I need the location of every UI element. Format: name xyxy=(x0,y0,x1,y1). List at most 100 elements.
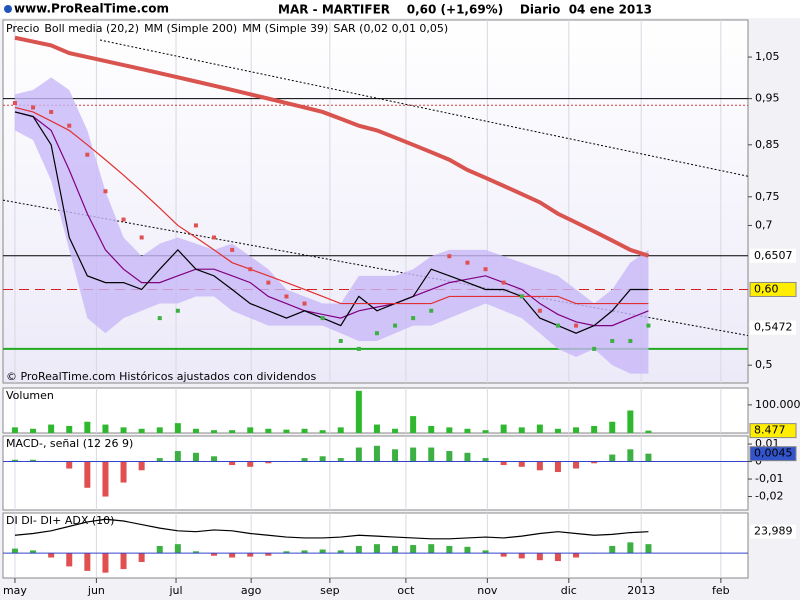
bar xyxy=(84,553,91,571)
bar xyxy=(591,425,598,433)
x-tick-label: may xyxy=(3,584,27,597)
logo-icon xyxy=(4,5,12,13)
bar xyxy=(156,427,163,433)
bar xyxy=(156,458,163,462)
bar xyxy=(446,427,453,433)
bar xyxy=(102,553,109,573)
bar xyxy=(192,452,199,462)
sar-dot xyxy=(429,308,434,313)
value-marker xyxy=(749,423,797,439)
bar xyxy=(573,427,580,433)
sar-dot xyxy=(610,338,615,343)
bar xyxy=(464,546,471,554)
bar xyxy=(410,416,417,433)
bar xyxy=(247,461,254,467)
footnote: © ProRealTime.com Históricos ajustados c… xyxy=(6,370,317,383)
x-tick-label: nov xyxy=(477,584,498,597)
sar-dot xyxy=(121,217,126,222)
sar-dot xyxy=(157,316,162,321)
bar xyxy=(66,461,73,469)
bar xyxy=(554,428,561,433)
bar xyxy=(265,553,272,556)
value-marker-label: 0,5472 xyxy=(754,321,793,334)
bar xyxy=(265,461,272,464)
bar xyxy=(11,459,18,462)
bar xyxy=(301,550,308,554)
bar xyxy=(373,424,380,433)
sar-dot xyxy=(338,338,343,343)
sar-dot xyxy=(465,260,470,265)
value-marker xyxy=(749,281,797,297)
bar xyxy=(229,553,236,558)
bar xyxy=(120,427,127,433)
bar xyxy=(482,430,489,433)
bar xyxy=(174,544,181,554)
bar xyxy=(11,548,18,554)
sar-dot xyxy=(175,308,180,313)
bar xyxy=(645,544,652,554)
bar xyxy=(573,553,580,558)
bar xyxy=(609,454,616,462)
sar-dot xyxy=(31,105,36,110)
bar xyxy=(518,461,525,467)
chart-title: MAR - MARTIFER 0,60 (+1,69%) Diario 04 e… xyxy=(278,3,652,17)
bar xyxy=(392,449,399,462)
sar-dot xyxy=(302,301,307,306)
bar xyxy=(66,425,73,433)
panel-label: DI DI- DI+ ADX (10) xyxy=(6,514,114,527)
sar-dot xyxy=(49,109,54,114)
bar xyxy=(211,430,218,433)
y-tick-label: 0,5 xyxy=(755,358,773,371)
bar xyxy=(373,445,380,462)
sar-dot xyxy=(356,346,361,351)
x-tick-label: 2013 xyxy=(627,584,655,597)
bar xyxy=(573,461,580,469)
series-line xyxy=(14,518,649,540)
sar-dot xyxy=(646,323,651,328)
logo: www.ProRealTime.com xyxy=(14,2,169,16)
sar-dot xyxy=(574,323,579,328)
x-tick-label: ago xyxy=(241,584,262,597)
sar-dot xyxy=(230,247,235,252)
bar xyxy=(627,410,634,433)
sar-dot xyxy=(628,338,633,343)
bar xyxy=(11,427,18,433)
bar xyxy=(355,447,362,462)
bar xyxy=(84,461,91,488)
bar xyxy=(30,550,37,554)
bar xyxy=(229,430,236,433)
bar xyxy=(211,456,218,462)
header-bar xyxy=(0,0,800,18)
sar-dot xyxy=(12,101,17,106)
value-marker-label: 0,0045 xyxy=(754,447,793,460)
bar xyxy=(355,390,362,433)
bar xyxy=(174,451,181,462)
bar xyxy=(192,551,199,554)
bar xyxy=(337,427,344,433)
bar xyxy=(48,424,55,433)
bar xyxy=(283,551,290,554)
y-tick-label: 0,75 xyxy=(755,190,780,203)
sar-dot xyxy=(248,267,253,272)
legend-entry: MM (Simple 200) xyxy=(144,22,237,35)
value-marker xyxy=(750,524,796,539)
bar xyxy=(428,544,435,554)
sar-dot xyxy=(555,323,560,328)
legend-entry: Precio xyxy=(6,22,40,35)
sar-dot xyxy=(320,316,325,321)
bar xyxy=(428,425,435,433)
bar xyxy=(355,545,362,554)
bar xyxy=(554,461,561,473)
sar-dot xyxy=(374,331,379,336)
bar xyxy=(482,458,489,462)
bollinger-band xyxy=(14,77,649,374)
value-marker-label: 0,60 xyxy=(754,282,779,295)
series-line xyxy=(14,35,650,258)
bar xyxy=(446,451,453,462)
value-marker xyxy=(750,248,796,263)
sar-dot xyxy=(212,235,217,240)
x-tick-label: feb xyxy=(712,584,730,597)
bar xyxy=(500,553,507,557)
y-tick-label: 0,7 xyxy=(755,218,773,231)
